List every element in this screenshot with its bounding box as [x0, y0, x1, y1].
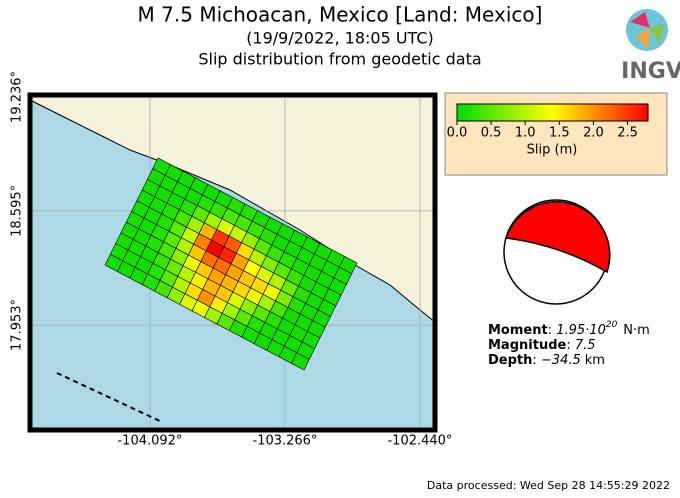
colorbar-tick-label: 0.5 — [481, 126, 502, 141]
moment-value: 1.95·10 — [556, 323, 606, 338]
logo: INGV — [621, 9, 680, 84]
moment-exponent: 20 — [606, 320, 618, 330]
magnitude-value: 7.5 — [575, 338, 596, 353]
map — [27, 92, 438, 433]
colorbar-tick-label: 0.0 — [447, 126, 468, 141]
depth-label: Depth — [488, 353, 532, 368]
title: M 7.5 Michoacan, Mexico [Land: Mexico] — [138, 3, 543, 27]
depth-unit: km — [585, 353, 605, 368]
map-frame — [27, 92, 438, 433]
magnitude-label: Magnitude — [488, 338, 567, 353]
colorbar-tick-label: 1.5 — [549, 126, 570, 141]
colorbar-label: Slip (m) — [527, 143, 578, 158]
source-info: Moment: 1.95·1020 N·m Magnitude: 7.5 Dept… — [488, 320, 650, 368]
colorbar-box: 0.0 0.5 1.0 1.5 2.0 2.5 Slip (m) — [444, 92, 668, 176]
beachball — [503, 199, 611, 305]
footer: Data processed: Wed Sep 28 14:55:29 2022 — [427, 479, 670, 492]
slip-cell — [291, 352, 310, 371]
depth-value: −34.5 — [541, 353, 581, 368]
trench — [56, 372, 163, 423]
x-tick-label: -104.092° — [117, 434, 182, 449]
colorbar-scale — [456, 103, 649, 122]
x-tick-label: -103.266° — [252, 434, 317, 449]
magnitude: Magnitude: 7.5 — [488, 338, 596, 353]
y-tick-label: 18.595° — [10, 185, 25, 237]
subtitle: (19/9/2022, 18:05 UTC) — [246, 29, 434, 48]
fault-plane — [104, 157, 358, 371]
moment-unit: N·m — [623, 323, 650, 338]
depth: Depth: −34.5 km — [488, 353, 605, 368]
y-tick-label: 19.236° — [10, 71, 25, 123]
logo-text: INGV — [621, 59, 680, 84]
y-tick-label: 17.953° — [10, 299, 25, 351]
colorbar-tick-label: 2.0 — [583, 126, 604, 141]
caption: Slip distribution from geodetic data — [198, 50, 481, 69]
colorbar: 0.0 0.5 1.0 1.5 2.0 2.5 — [447, 103, 649, 141]
colorbar-tick-label: 1.0 — [515, 126, 536, 141]
x-tick-label: -102.440° — [387, 434, 452, 449]
moment-label: Moment — [488, 323, 548, 338]
colorbar-tick-label: 2.5 — [617, 126, 638, 141]
moment: Moment: 1.95·1020 N·m — [488, 320, 650, 338]
